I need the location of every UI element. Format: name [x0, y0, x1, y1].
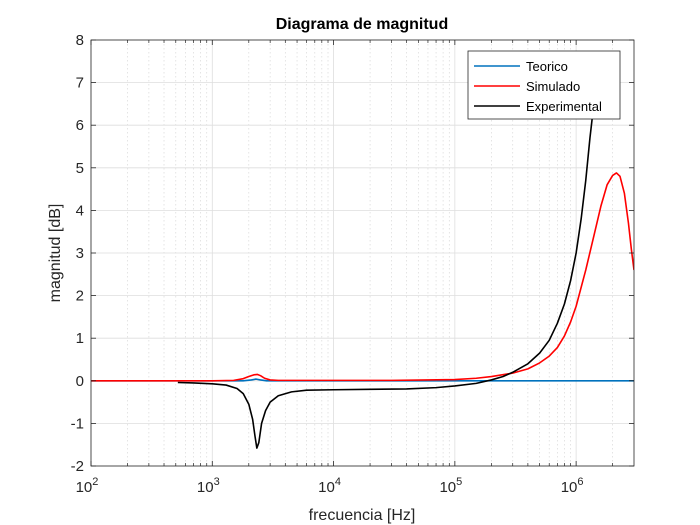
x-tick-label: 102 — [76, 476, 99, 496]
x-axis-label: frecuencia [Hz] — [309, 507, 416, 524]
ticks — [90, 39, 634, 467]
legend-label-experimental: Experimental — [526, 99, 602, 114]
legend-box — [467, 50, 621, 120]
x-tick-label: 104 — [318, 476, 341, 496]
y-tick-label: 4 — [76, 202, 84, 219]
y-tick-label: -1 — [71, 415, 84, 432]
y-tick-label: 0 — [76, 373, 84, 390]
y-tick-label: 7 — [76, 75, 84, 92]
tick-labels: 102 103 104 105 106 -2 -1 0 1 2 3 4 5 6 7 8 — [71, 32, 584, 496]
y-tick-label: 6 — [76, 117, 84, 134]
y-tick-label: 5 — [76, 160, 84, 177]
legend: Teorico Simulado Experimental — [467, 50, 621, 120]
y-tick-label: 2 — [76, 288, 84, 305]
x-tick-label: 103 — [197, 476, 220, 496]
y-axis-label: magnitud [dB] — [47, 204, 64, 303]
y-tick-label: 8 — [76, 32, 84, 49]
x-tick-label: 106 — [561, 476, 584, 496]
series-line-experimental — [177, 56, 601, 449]
x-tick-label: 105 — [439, 476, 462, 496]
chart-title: Diagrama de magnitud — [276, 16, 448, 33]
series-layer — [91, 56, 634, 449]
y-tick-label: 1 — [76, 330, 84, 347]
legend-label-teorico: Teorico — [526, 59, 568, 74]
y-tick-label: -2 — [71, 458, 84, 475]
y-tick-label: 3 — [76, 245, 84, 262]
legend-label-simulado: Simulado — [526, 79, 580, 94]
